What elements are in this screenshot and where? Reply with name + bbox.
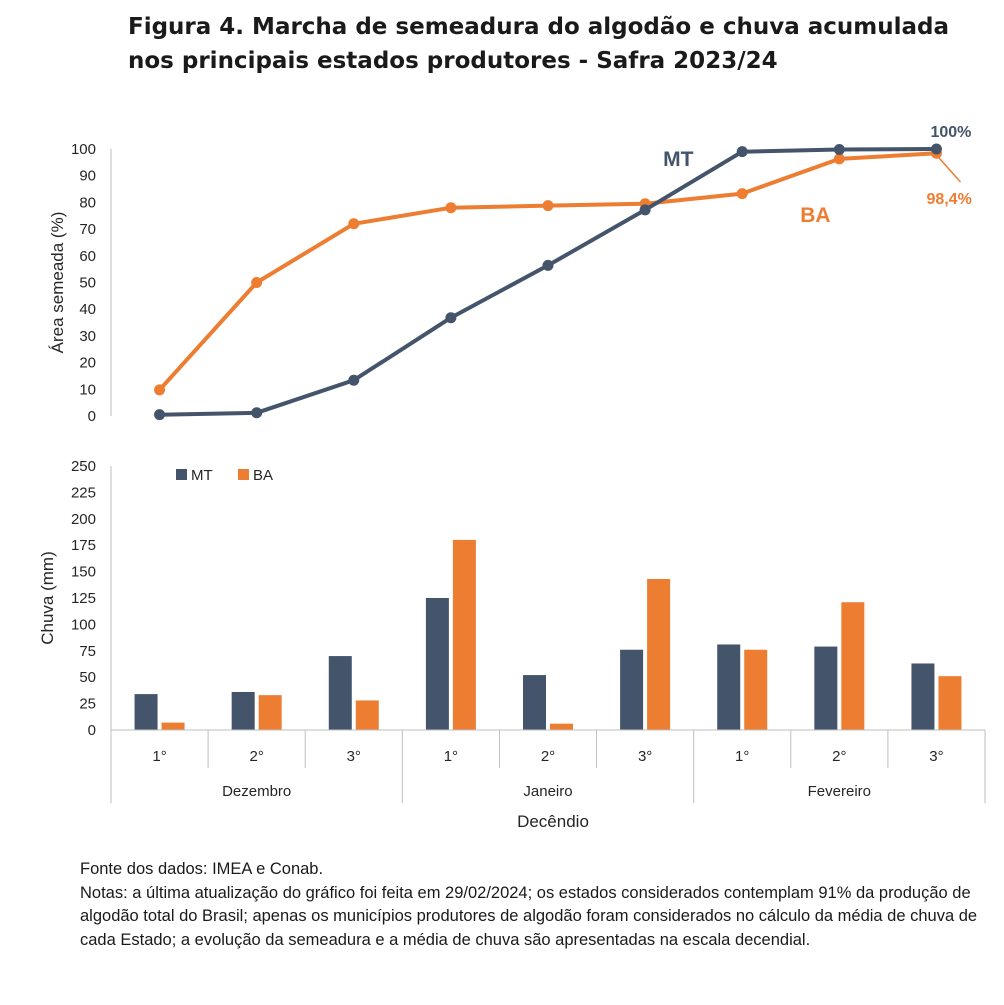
ba-point: [833, 153, 845, 165]
mt-bar: [328, 656, 352, 730]
bar-chart-bars: [134, 539, 962, 730]
bar-y-tick-label: 200: [71, 511, 96, 528]
mt-bar: [620, 649, 644, 730]
bar-chart-y-ticks: 0 25 50 75 100 125 150 175 200 225 250: [71, 458, 96, 739]
ba-series-label: BA: [800, 204, 830, 227]
mt-end-annotation: 100%: [930, 124, 971, 141]
bar-y-tick-label: 0: [88, 722, 96, 739]
line-y-tick-label: 80: [79, 194, 96, 211]
x-tick-label: 2°: [249, 748, 263, 765]
ba-annotation-leader-line: [937, 156, 962, 183]
bar-y-tick-label: 75: [79, 643, 96, 660]
bar-chart-x-label: Decêndio: [517, 812, 589, 831]
x-tick-label: 1°: [735, 748, 749, 765]
line-y-tick-label: 70: [79, 221, 96, 238]
figure-title: Figura 4. Marcha de semeadura do algodão…: [128, 14, 949, 74]
mt-bar: [134, 694, 158, 730]
bar-y-tick-label: 150: [71, 564, 96, 581]
notes-text: Notas: a última atualização do gráfico f…: [80, 883, 978, 949]
line-y-tick-label: 0: [88, 408, 96, 425]
bar-y-tick-label: 225: [71, 484, 96, 501]
bar-y-tick-label: 125: [71, 590, 96, 607]
ba-line: [158, 151, 937, 392]
line-chart-y-label: Área semeada (%): [48, 212, 67, 354]
bar-y-tick-label: 250: [71, 458, 96, 475]
bar-chart-x-axis: 1° 2° 3° 1° 2° 3° 1° 2° 3° Dezembro Janeiro Feverei…: [110, 729, 986, 803]
ba-point: [348, 218, 360, 230]
legend-ba-swatch: [238, 469, 249, 480]
source-note: Fonte dos dados: IMEA e Conab.: [80, 860, 324, 878]
mt-point: [348, 374, 360, 386]
ba-bar: [550, 723, 573, 730]
legend-mt-label: MT: [191, 467, 213, 484]
mt-point: [930, 143, 942, 155]
bars-ba: [161, 539, 962, 730]
bar-y-tick-label: 25: [79, 696, 96, 713]
ba-bar: [258, 695, 282, 730]
x-tick-label: 2°: [541, 748, 555, 765]
mt-point: [445, 312, 457, 324]
ba-end-annotation: 98,4%: [926, 191, 971, 208]
line-y-tick-label: 40: [79, 301, 96, 318]
ba-bar: [161, 722, 185, 730]
mt-series-label: MT: [663, 148, 693, 171]
line-y-tick-label: 20: [79, 355, 96, 372]
line-y-tick-label: 90: [79, 168, 96, 185]
bar-y-tick-label: 50: [79, 669, 96, 686]
ba-point: [154, 384, 166, 396]
line-y-tick-label: 30: [79, 328, 96, 345]
mt-point: [154, 409, 166, 421]
mt-point: [251, 407, 263, 419]
mt-bar: [911, 663, 935, 730]
line-chart-series: [154, 143, 942, 421]
figure-footer: Fonte dos dados: IMEA e Conab. Notas: a …: [80, 858, 990, 952]
legend-mt-swatch: [176, 469, 187, 480]
mt-bar: [231, 691, 255, 730]
line-y-tick-label: 50: [79, 275, 96, 292]
mt-bar: [523, 675, 546, 730]
mt-point: [542, 259, 554, 271]
ba-bar: [452, 539, 476, 730]
x-tick-label: 2°: [832, 748, 846, 765]
x-tick-label: 1°: [444, 748, 458, 765]
mt-point: [639, 204, 651, 216]
x-tick-label: 3°: [638, 748, 652, 765]
mt-bar: [717, 644, 741, 730]
line-y-tick-label: 10: [79, 381, 96, 398]
ba-bar: [647, 578, 671, 730]
mt-line: [159, 147, 937, 417]
line-y-tick-label: 100: [71, 141, 96, 158]
ba-point: [736, 188, 748, 200]
x-tick-label: 1°: [152, 748, 166, 765]
bar-chart-y-label: Chuva (mm): [38, 551, 57, 645]
x-group-label: Fevereiro: [808, 783, 871, 800]
bar-y-tick-label: 100: [71, 616, 96, 633]
line-y-tick-label: 60: [79, 248, 96, 265]
ba-bar: [744, 649, 768, 730]
bar-y-tick-label: 175: [71, 537, 96, 554]
bar-chart-legend: MT BA: [176, 467, 273, 484]
ba-point: [251, 277, 263, 288]
bars-mt: [134, 598, 935, 730]
ba-point: [445, 202, 457, 214]
ba-bar: [355, 700, 379, 730]
mt-point: [833, 144, 845, 156]
x-group-label: Dezembro: [222, 783, 291, 800]
mt-point: [736, 146, 748, 158]
ba-point: [542, 200, 554, 212]
mt-bar: [425, 598, 449, 730]
ba-bar: [938, 676, 962, 730]
x-tick-label: 3°: [929, 748, 943, 765]
series-mt: [154, 143, 942, 421]
series-ba: [154, 147, 942, 396]
x-tick-label: 3°: [347, 748, 361, 765]
ba-bar: [841, 602, 865, 730]
mt-bar: [814, 646, 838, 730]
line-chart-y-ticks: 0 10 20 30 40 50 60 70 80 90 100: [71, 141, 96, 425]
legend-ba-label: BA: [253, 467, 273, 484]
x-group-label: Janeiro: [523, 783, 572, 800]
